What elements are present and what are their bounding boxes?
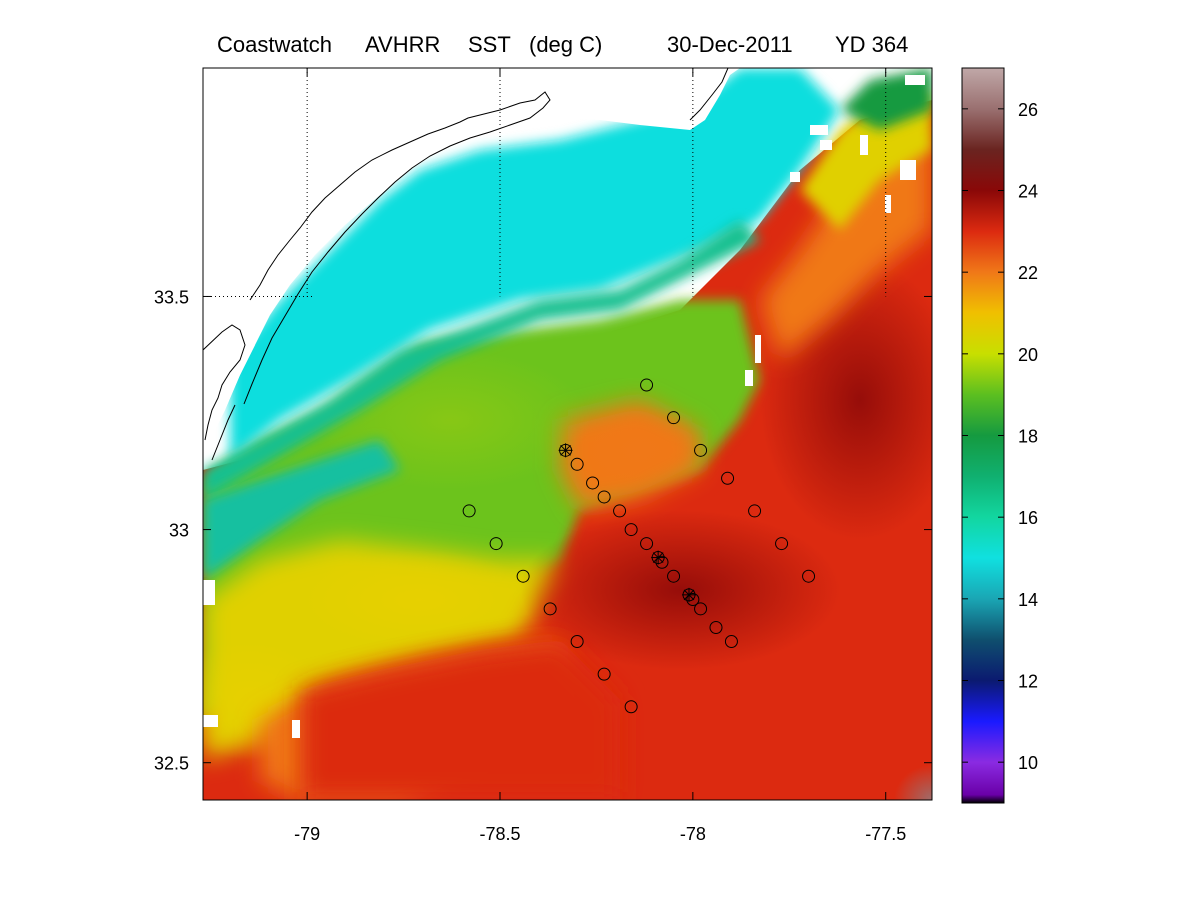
station-marker [655,555,669,569]
title-sensor: AVHRR [365,32,440,57]
station-star-marker [558,443,573,458]
station-marker [597,667,611,681]
x-tick-label: -77.5 [865,824,906,844]
colorbar-tick-label: 26 [1018,100,1038,120]
station-marker [516,569,530,583]
colorbar-tick-label: 22 [1018,263,1038,283]
x-axis: -79 -78.5 -78 -77.5 [294,68,906,844]
station-marker [724,634,738,648]
x-tick-label: -78.5 [479,824,520,844]
station-marker [686,593,700,607]
land-mask [203,68,740,450]
x-tick-label: -79 [294,824,320,844]
colorbar-gradient [961,67,1005,804]
station-marker [694,602,708,616]
station-marker [543,602,557,616]
station-marker [709,620,723,634]
y-tick-label: 33.5 [154,287,189,307]
station-marker [570,457,584,471]
station-marker [640,378,654,392]
title-date: 30-Dec-2011 [667,32,793,57]
colorbar-ticks: 10 12 14 16 18 20 22 24 26 [962,100,1038,773]
station-marker [775,537,789,551]
sst-map [203,68,932,800]
station-marker [624,700,638,714]
station-marker [667,569,681,583]
y-tick-label: 33 [169,521,189,541]
y-tick-label: 32.5 [154,754,189,774]
figure-title: Coastwatch AVHRR SST (deg C) 30-Dec-2011… [217,32,908,57]
x-tick-label: -78 [680,824,706,844]
y-axis: 33.5 33 32.5 [154,287,932,774]
colorbar-tick-label: 14 [1018,590,1038,610]
station-marker [613,504,627,518]
map-frame [202,67,933,801]
station-markers [462,378,816,714]
station-marker [640,537,654,551]
colorbar-tick-label: 12 [1018,672,1038,692]
station-marker [489,537,503,551]
station-marker [624,523,638,537]
colorbar-tick-label: 10 [1018,753,1038,773]
colorbar-tick-label: 18 [1018,427,1038,447]
station-marker [802,569,816,583]
title-variable: SST [468,32,511,57]
title-source: Coastwatch [217,32,332,57]
station-marker [462,504,476,518]
station-marker [597,490,611,504]
title-yearday: YD 364 [835,32,908,57]
station-marker [694,443,708,457]
station-marker [721,471,735,485]
colorbar: 10 12 14 16 18 20 22 24 26 [961,67,1038,804]
station-marker [586,476,600,490]
sst-field [203,68,932,800]
colorbar-tick-label: 24 [1018,182,1038,202]
title-units: (deg C) [529,32,602,57]
colorbar-tick-label: 20 [1018,345,1038,365]
station-marker [667,411,681,425]
station-marker [570,634,584,648]
colorbar-tick-label: 16 [1018,508,1038,528]
station-marker [748,504,762,518]
